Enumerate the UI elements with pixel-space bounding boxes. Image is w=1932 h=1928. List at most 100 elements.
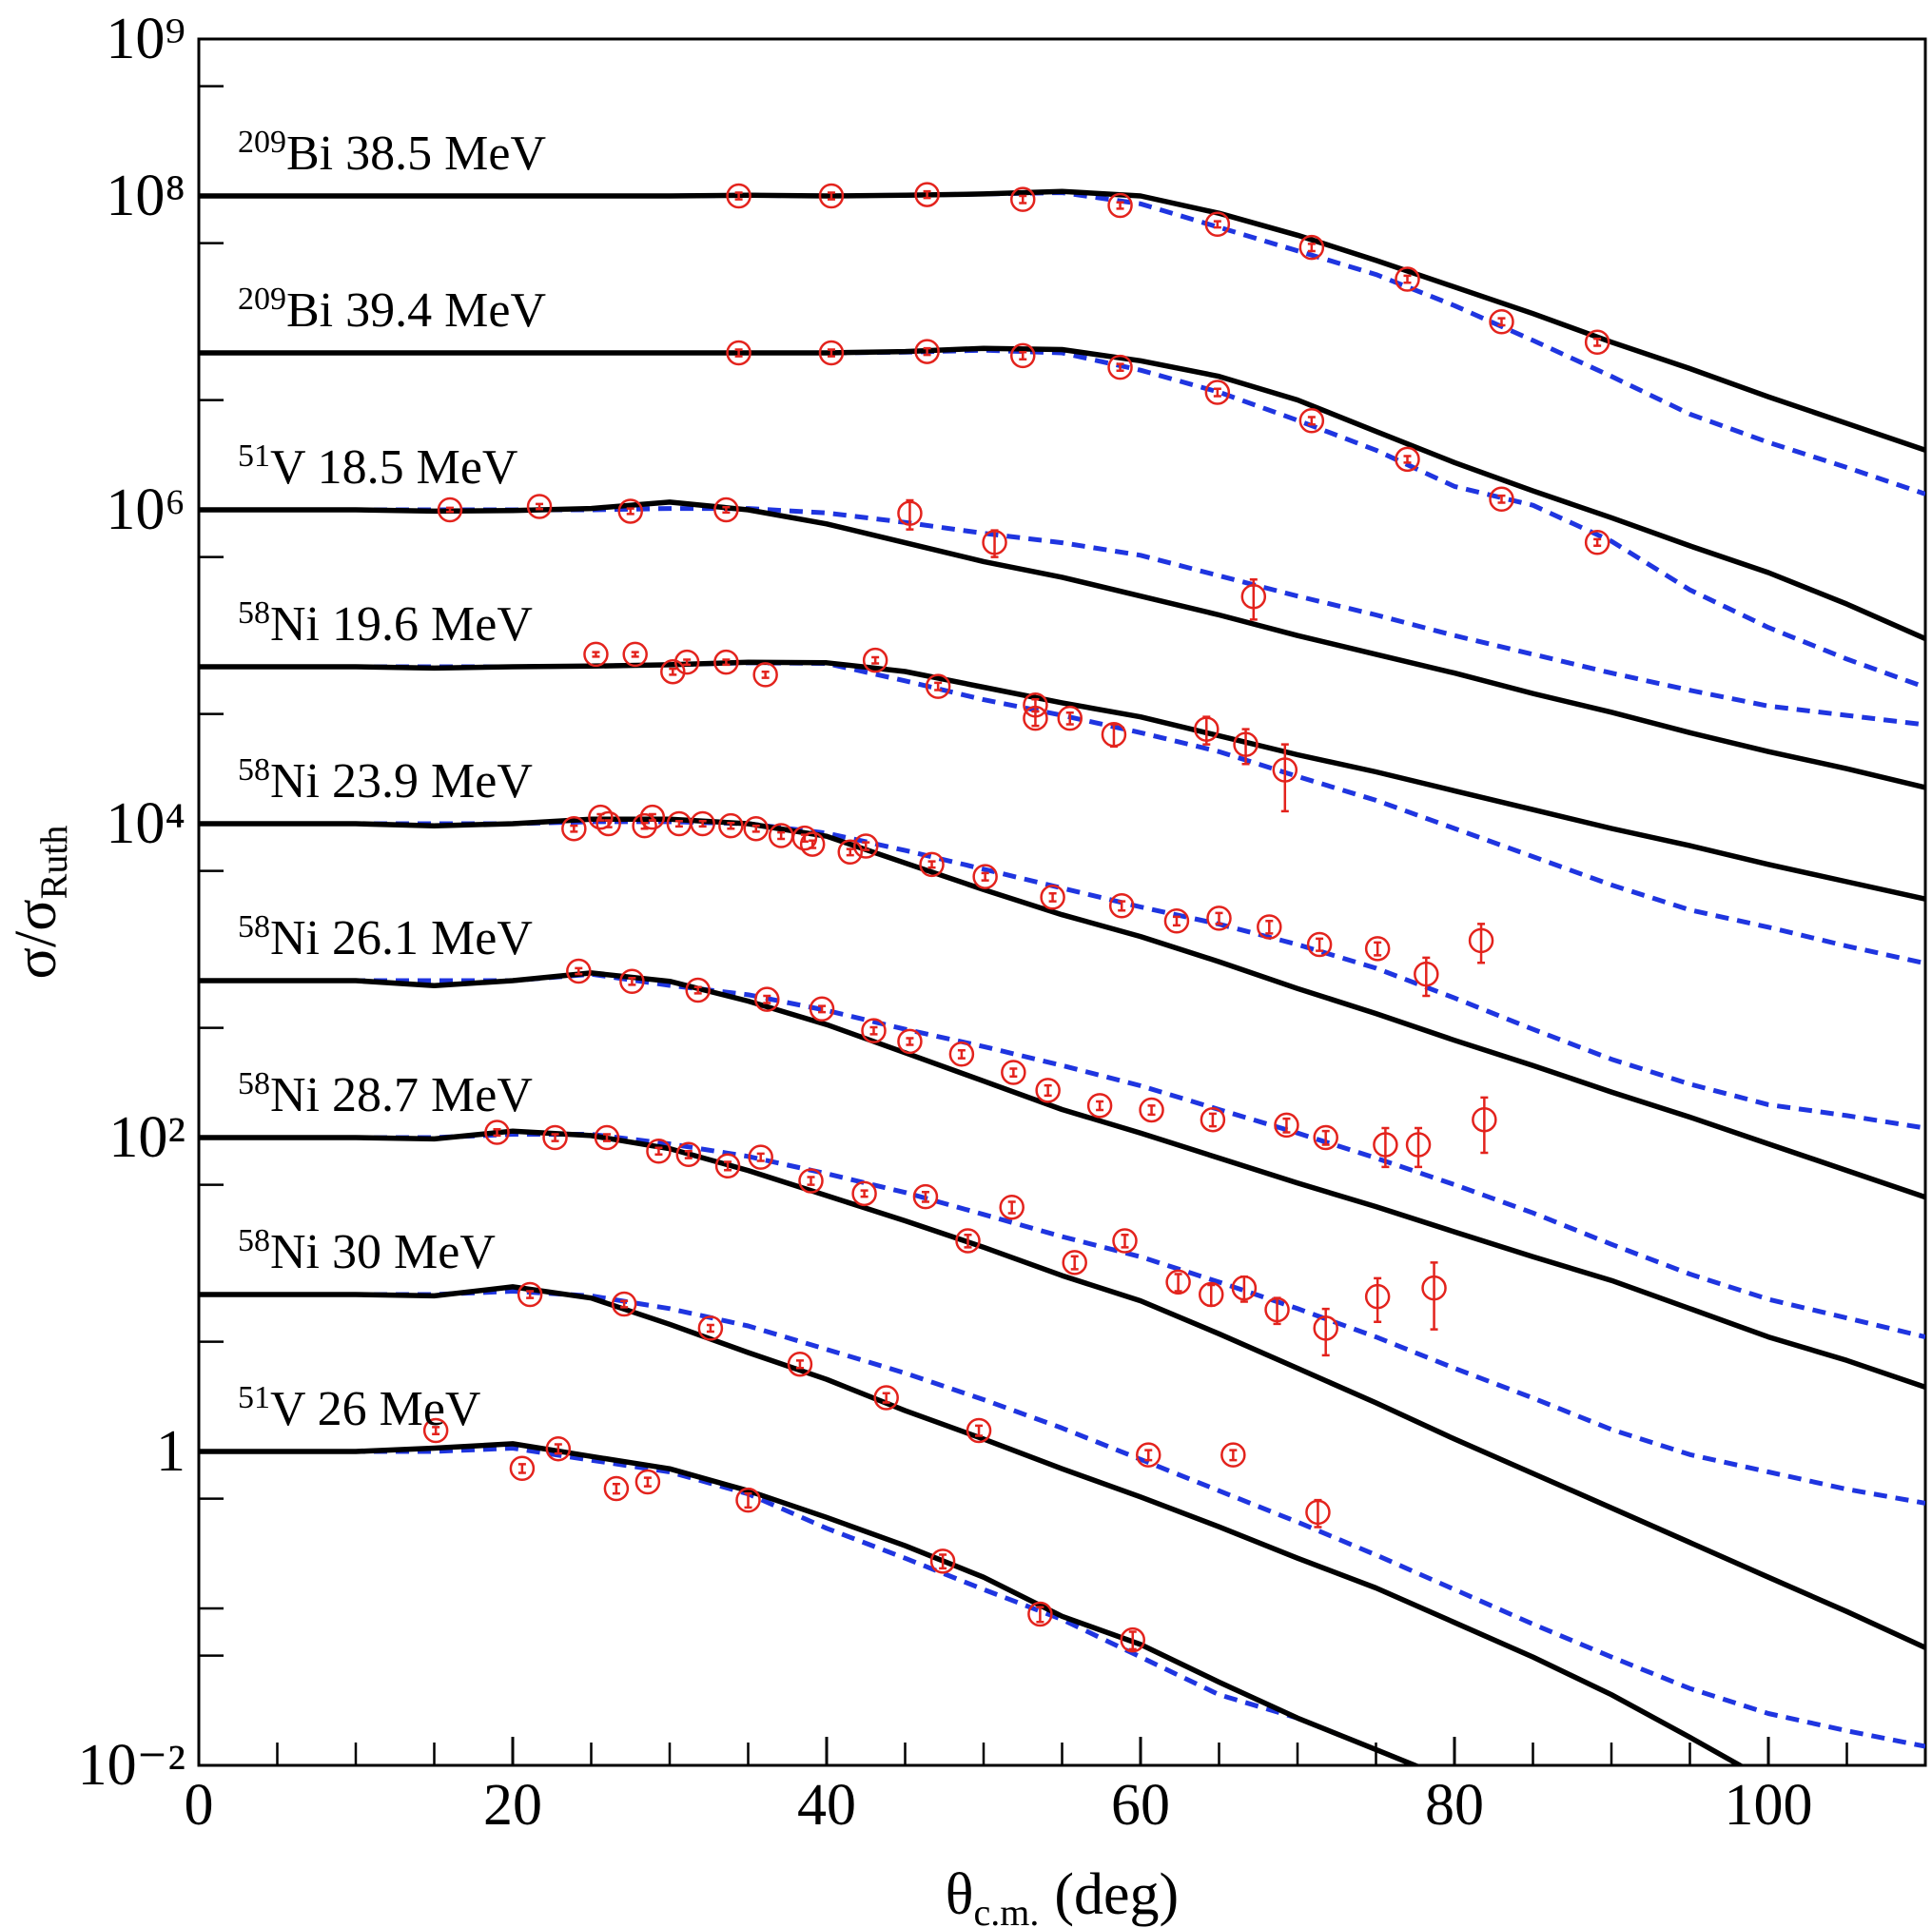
error-bar <box>1036 1606 1044 1624</box>
data-point <box>752 662 778 688</box>
y-label-subscript: Ruth <box>32 826 75 900</box>
data-point <box>972 864 998 889</box>
data-point <box>726 340 751 366</box>
data-point <box>1204 211 1231 238</box>
error-bar <box>1118 900 1126 912</box>
y-tick-label: 1 <box>156 1419 185 1484</box>
x-tick-label: 0 <box>185 1773 214 1838</box>
data-point <box>646 1138 672 1164</box>
y-tick-label: 10² <box>108 1105 185 1170</box>
error-bar <box>1019 351 1027 361</box>
error-bar <box>927 860 936 869</box>
data-point <box>718 812 744 839</box>
error-bar <box>957 1048 966 1060</box>
data-point <box>799 831 826 857</box>
error-bar <box>551 1133 559 1142</box>
y-tick-label: 10⁴ <box>106 791 185 856</box>
error-bar <box>1215 911 1223 925</box>
data-point <box>1204 380 1231 405</box>
data-point <box>914 339 940 364</box>
error-bar <box>1096 1100 1104 1112</box>
data-point <box>1405 1132 1432 1158</box>
data-point <box>1108 893 1135 919</box>
error-bar <box>869 1025 878 1036</box>
data-point <box>1421 1275 1447 1301</box>
error-bar <box>761 670 770 679</box>
series-label-mass: 58 <box>238 752 270 788</box>
series-label-text: Ni 26.1 MeV <box>270 911 533 965</box>
error-bar <box>631 651 639 658</box>
data-point <box>919 851 945 878</box>
series-label-text: Bi 38.5 MeV <box>286 127 546 181</box>
data-point <box>1165 1269 1191 1295</box>
error-bar <box>734 191 743 201</box>
error-bar <box>981 871 989 882</box>
data-point <box>1468 927 1494 954</box>
data-point <box>639 804 666 830</box>
series-label-text: Ni 23.9 MeV <box>270 754 533 808</box>
error-bar <box>818 1004 827 1014</box>
data-point <box>1139 1097 1164 1123</box>
error-bar <box>1480 1096 1489 1155</box>
error-bar <box>1374 941 1382 957</box>
error-bar <box>1207 1283 1216 1307</box>
data-point <box>818 340 845 366</box>
error-bar <box>1121 1234 1129 1249</box>
data-point <box>1472 1106 1497 1133</box>
data-point <box>1027 1601 1053 1627</box>
data-point <box>748 1144 773 1170</box>
error-bar <box>827 191 835 201</box>
data-point <box>966 1417 992 1444</box>
series-label: 51V 26 MeV <box>238 1380 480 1436</box>
data-point <box>1001 1060 1026 1085</box>
data-point <box>588 804 614 830</box>
data-point <box>619 968 645 994</box>
error-bar <box>1116 201 1124 210</box>
data-point <box>1136 1442 1161 1468</box>
data-point <box>675 1141 702 1168</box>
data-point <box>509 1455 536 1482</box>
data-point <box>787 1351 813 1377</box>
error-bar <box>1497 494 1506 504</box>
error-bar <box>1422 956 1431 998</box>
data-point <box>743 815 769 842</box>
data-point <box>617 498 643 524</box>
data-point <box>526 494 553 519</box>
error-bar <box>698 819 707 828</box>
series-label-mass: 209 <box>238 125 286 160</box>
data-point <box>818 183 845 209</box>
data-point <box>873 1385 899 1411</box>
data-point <box>697 1315 724 1341</box>
data-point <box>1395 446 1420 473</box>
error-bar <box>906 1037 914 1046</box>
data-point <box>1489 486 1514 512</box>
error-bar <box>1316 937 1324 952</box>
error-bar <box>620 1299 629 1309</box>
data-point <box>897 1028 923 1055</box>
data-point <box>1086 1093 1113 1119</box>
data-point <box>1313 1315 1338 1341</box>
fit-curve <box>199 1446 1422 1765</box>
data-point <box>561 815 587 842</box>
error-bar <box>964 1234 972 1249</box>
data-point <box>1057 705 1083 731</box>
data-point <box>929 1548 956 1574</box>
data-point <box>542 1124 568 1151</box>
error-bar <box>1044 1083 1052 1098</box>
data-point <box>955 1228 981 1254</box>
error-bar <box>807 1176 815 1186</box>
x-tick-label: 80 <box>1425 1773 1484 1838</box>
error-bar <box>693 985 702 995</box>
error-bar <box>604 819 613 828</box>
data-point <box>484 1120 510 1145</box>
series-label: 51V 18.5 MeV <box>238 438 517 495</box>
x-tick-label: 60 <box>1111 1773 1170 1838</box>
error-bar <box>1430 1261 1438 1331</box>
error-bar <box>1128 1630 1137 1651</box>
error-bar <box>724 1160 732 1172</box>
data-point <box>713 649 739 675</box>
y-label-symbol: σ/σ <box>4 899 68 979</box>
series-label-mass: 209 <box>238 282 286 317</box>
data-point <box>1231 1275 1258 1301</box>
data-point <box>837 839 863 866</box>
